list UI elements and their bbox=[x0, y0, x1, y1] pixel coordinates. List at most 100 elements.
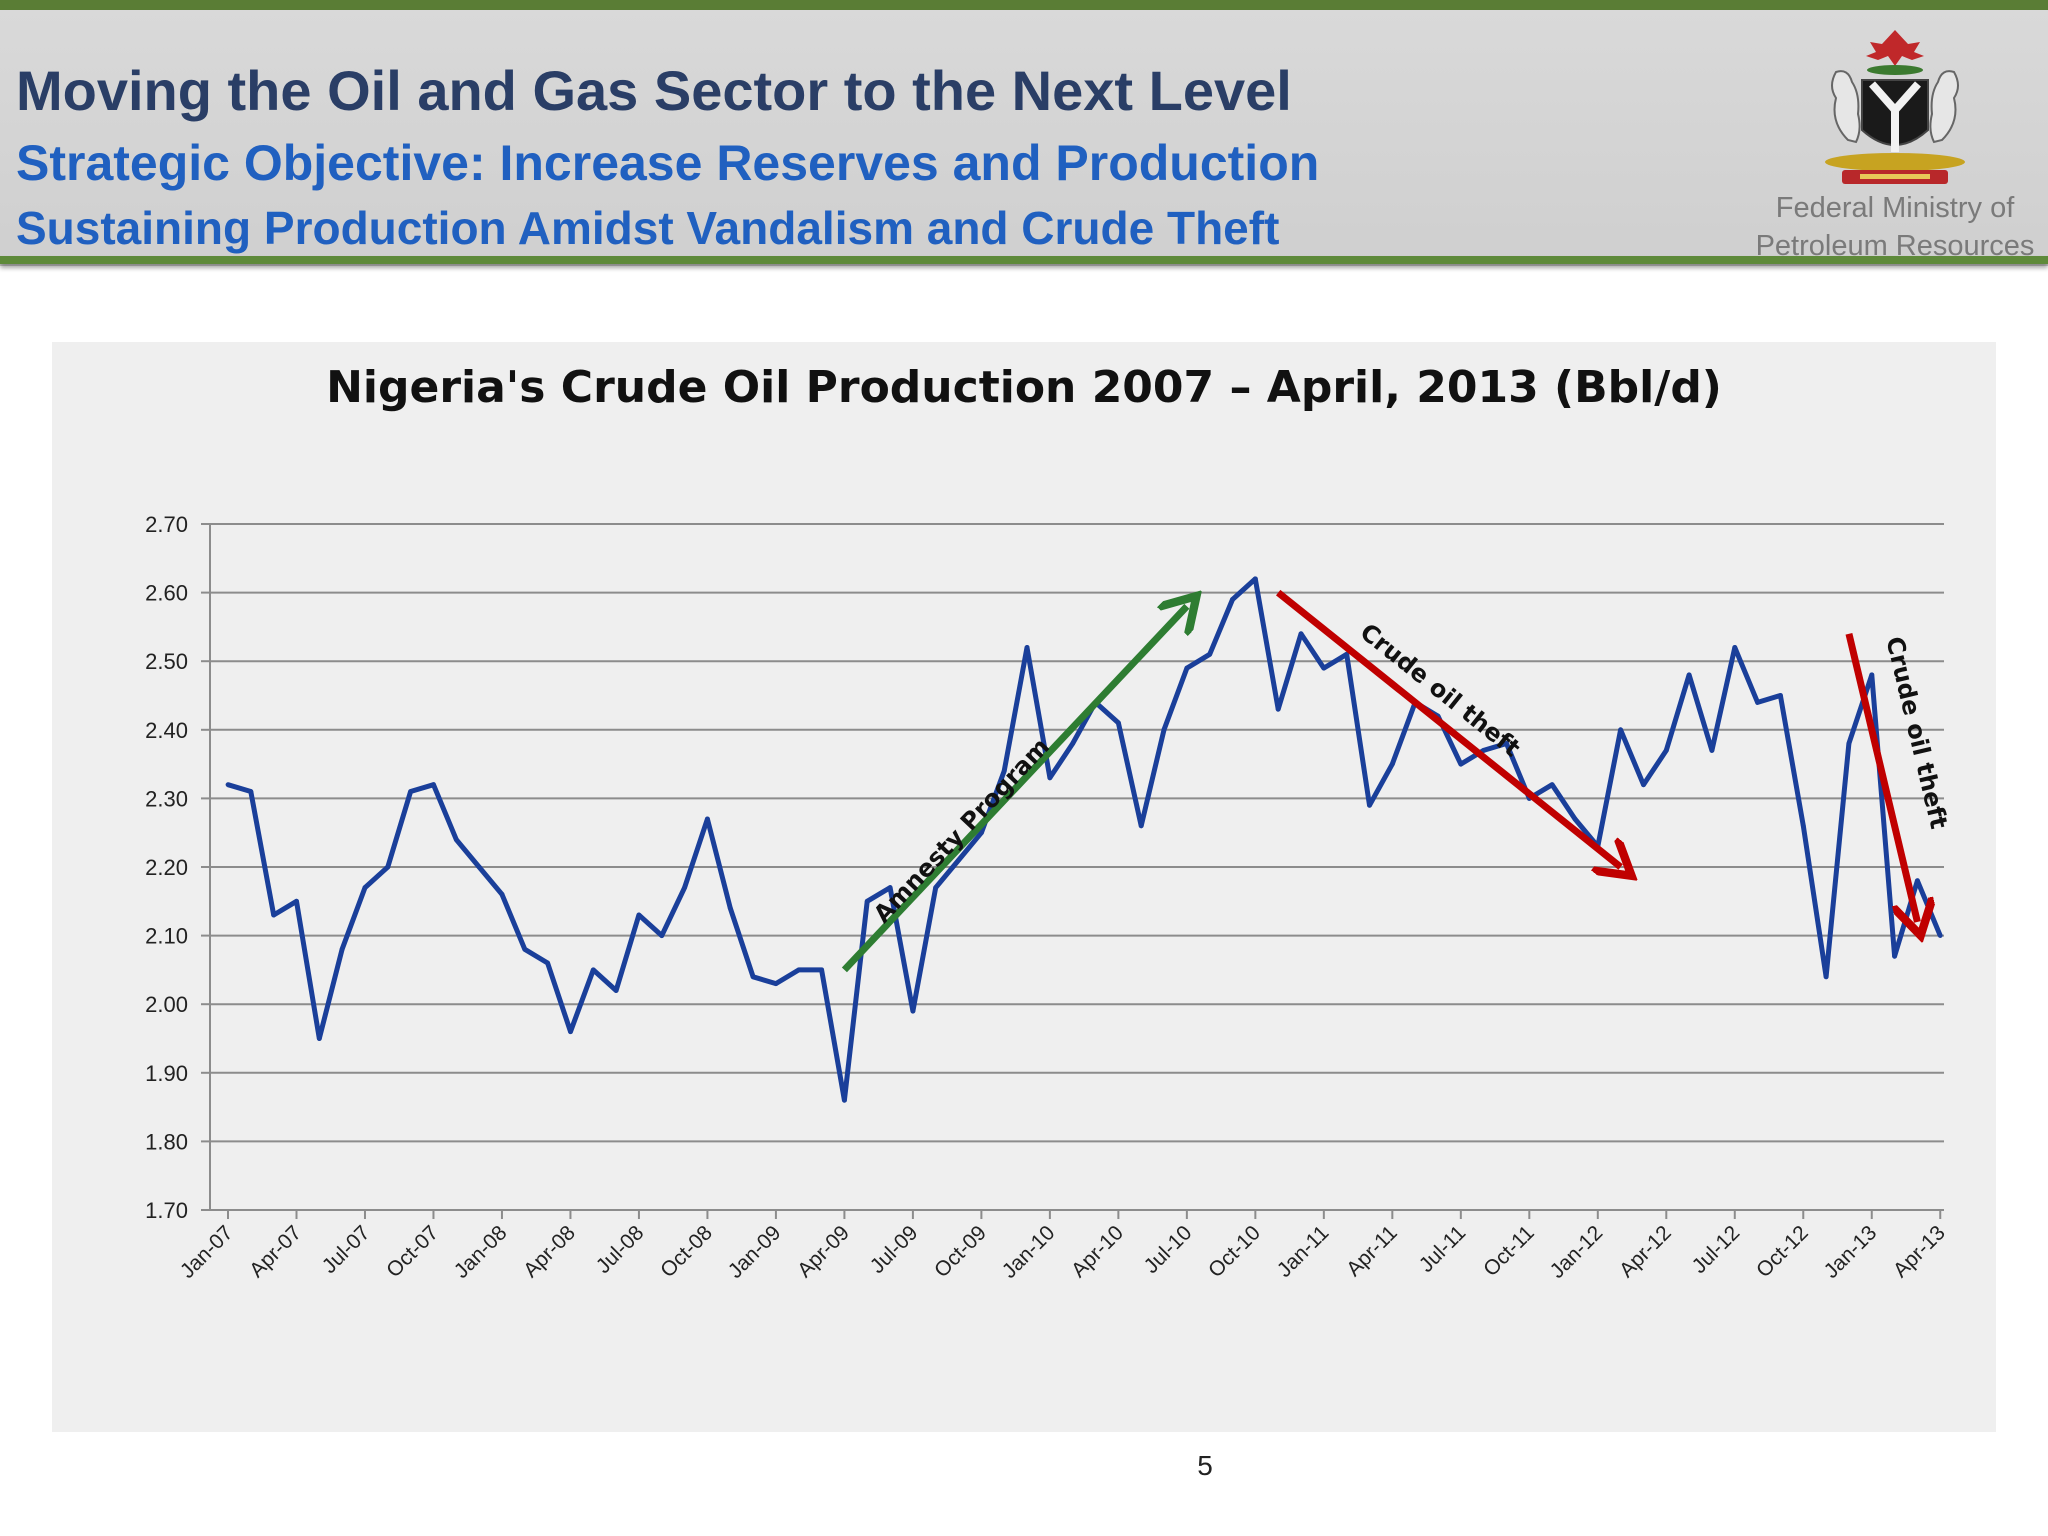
data-point bbox=[613, 988, 619, 993]
data-point bbox=[1161, 727, 1167, 733]
x-tick-label: Apr-12 bbox=[1615, 1221, 1676, 1282]
gridlines bbox=[201, 523, 1944, 1211]
x-tick-label: Apr-08 bbox=[519, 1221, 580, 1282]
data-point bbox=[316, 1036, 322, 1041]
header-divider bbox=[0, 256, 2048, 264]
x-tick-label: Jul-11 bbox=[1415, 1221, 1471, 1277]
data-point bbox=[1047, 775, 1053, 781]
data-point bbox=[271, 912, 277, 918]
data-point bbox=[1549, 782, 1555, 788]
x-tick-label: Jan-07 bbox=[176, 1221, 238, 1283]
data-point bbox=[1024, 645, 1030, 650]
data-point bbox=[1298, 631, 1304, 637]
data-point bbox=[1070, 741, 1076, 746]
data-point bbox=[294, 898, 299, 904]
data-point bbox=[248, 789, 254, 794]
data-point bbox=[1458, 761, 1464, 767]
data-point bbox=[499, 892, 505, 897]
slide-subtitle-2: Sustaining Production Amidst Vandalism a… bbox=[16, 202, 1280, 254]
y-tick-label: 2.00 bbox=[145, 992, 188, 1017]
y-tick-labels: 1.70 1.80 1.90 2.00 2.10 2.20 2.30 2.40 2.50 2.60… bbox=[145, 512, 188, 1223]
x-tick-label: Apr-13 bbox=[1889, 1221, 1950, 1282]
data-point bbox=[1937, 933, 1943, 938]
data-point bbox=[1230, 597, 1235, 602]
x-tick-label: Oct-09 bbox=[930, 1221, 991, 1282]
data-point bbox=[1115, 720, 1121, 726]
x-tick-label: Apr-07 bbox=[245, 1221, 306, 1282]
chart-panel: Nigeria's Crude Oil Production 2007 – Ap… bbox=[52, 342, 1996, 1432]
y-tick-label: 2.10 bbox=[145, 924, 188, 949]
data-point bbox=[864, 898, 870, 904]
y-tick-label: 1.70 bbox=[145, 1198, 188, 1223]
y-tick-label: 2.50 bbox=[145, 649, 188, 674]
series-layer bbox=[225, 576, 1943, 1103]
x-tick-labels: Jan-07 Apr-07 Jul-07 Oct-07 Jan-08 Apr-08 Jul-… bbox=[176, 1210, 1950, 1283]
data-point bbox=[385, 864, 391, 870]
x-tick-label: Oct-07 bbox=[382, 1221, 443, 1282]
data-point bbox=[727, 905, 733, 911]
data-point bbox=[1709, 747, 1715, 753]
data-point bbox=[659, 933, 665, 938]
data-point bbox=[1915, 878, 1920, 884]
annotation-arrow bbox=[841, 606, 1186, 973]
data-point bbox=[1138, 823, 1144, 829]
slide-header: Moving the Oil and Gas Sector to the Nex… bbox=[0, 0, 2048, 266]
slide-subtitle: Strategic Objective: Increase Reserves a… bbox=[16, 135, 1320, 191]
x-tick-label: Jul-09 bbox=[866, 1221, 923, 1278]
data-point bbox=[1755, 699, 1761, 705]
data-point bbox=[590, 967, 596, 973]
y-tick-label: 1.80 bbox=[145, 1129, 188, 1154]
data-point bbox=[750, 974, 756, 980]
data-point bbox=[1275, 706, 1281, 712]
data-point bbox=[1663, 747, 1669, 753]
x-tick-label: Jan-10 bbox=[998, 1221, 1060, 1283]
page-number: 5 bbox=[1197, 1450, 1213, 1481]
x-tick-label: Oct-08 bbox=[656, 1221, 717, 1282]
data-point bbox=[362, 885, 368, 890]
data-point bbox=[796, 967, 802, 973]
crude-oil-production-chart: Nigeria's Crude Oil Production 2007 – Ap… bbox=[145, 362, 1953, 1283]
y-tick-label: 2.20 bbox=[145, 855, 188, 880]
data-point bbox=[956, 857, 961, 863]
data-point bbox=[978, 830, 984, 836]
data-point bbox=[1869, 672, 1875, 678]
x-tick-label: Jan-08 bbox=[450, 1221, 512, 1283]
x-tick-label: Oct-12 bbox=[1752, 1221, 1813, 1282]
x-tick-label: Apr-09 bbox=[793, 1221, 854, 1282]
x-tick-label: Oct-10 bbox=[1204, 1221, 1265, 1282]
series-line bbox=[227, 576, 1943, 1103]
nigeria-coat-of-arms-icon bbox=[1825, 30, 1965, 184]
data-point bbox=[1572, 816, 1578, 822]
data-point bbox=[842, 1097, 847, 1103]
y-tick-label: 1.90 bbox=[145, 1061, 188, 1086]
data-point bbox=[819, 967, 824, 973]
x-tick-label: Jan-11 bbox=[1273, 1221, 1334, 1282]
data-point bbox=[1892, 953, 1897, 959]
data-point bbox=[1778, 693, 1783, 698]
data-point bbox=[545, 960, 551, 966]
data-point bbox=[431, 782, 436, 788]
x-tick-label: Jan-09 bbox=[724, 1221, 786, 1283]
data-point bbox=[408, 789, 414, 794]
data-point bbox=[1252, 576, 1258, 582]
data-point bbox=[682, 885, 687, 890]
y-tick-label: 2.30 bbox=[145, 786, 188, 811]
y-tick-label: 2.70 bbox=[145, 512, 188, 537]
axes bbox=[209, 524, 1944, 1211]
data-point bbox=[1618, 727, 1624, 733]
data-point bbox=[636, 912, 642, 918]
data-point bbox=[1800, 823, 1806, 829]
x-tick-label: Oct-11 bbox=[1479, 1221, 1539, 1281]
annotation-label: Crude oil theft bbox=[1355, 618, 1526, 763]
data-point bbox=[1207, 651, 1213, 657]
data-point bbox=[1504, 741, 1509, 746]
x-tick-label: Jul-07 bbox=[318, 1221, 375, 1278]
x-tick-label: Jul-12 bbox=[1688, 1221, 1745, 1278]
data-point bbox=[933, 885, 939, 890]
data-point bbox=[568, 1029, 573, 1035]
data-point bbox=[1481, 747, 1487, 753]
data-point bbox=[1823, 974, 1829, 980]
annotation-label: Amnesty Program bbox=[868, 732, 1055, 928]
ministry-name-line-1: Federal Ministry of bbox=[1775, 192, 2015, 224]
